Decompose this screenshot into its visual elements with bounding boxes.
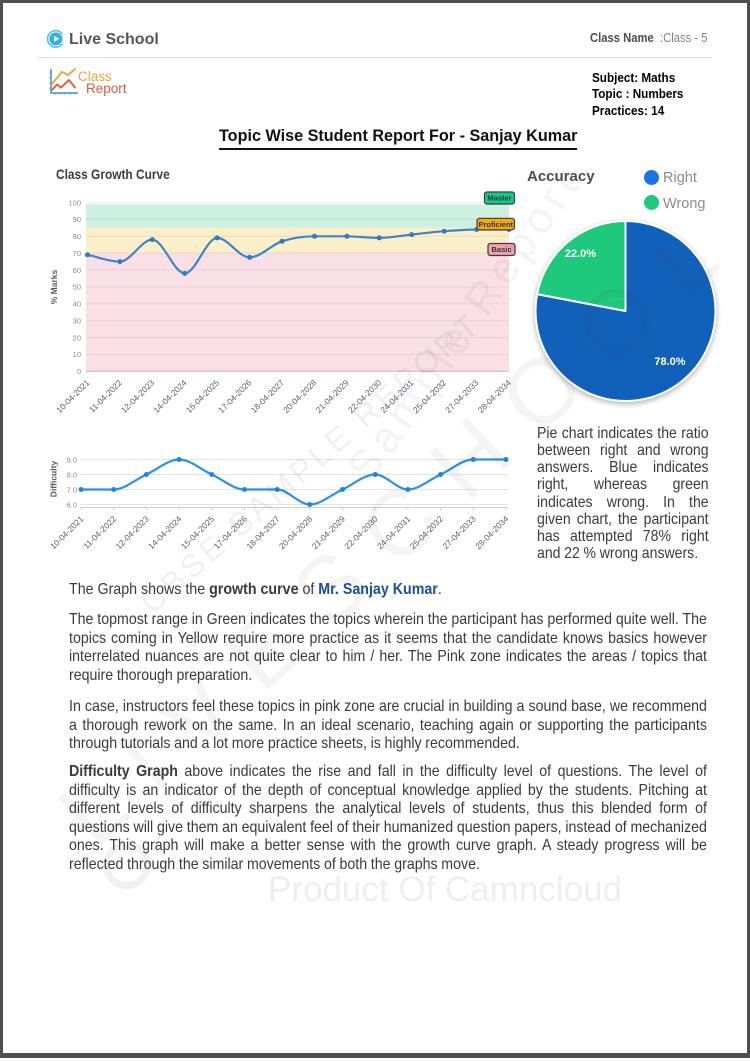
svg-text:12-04-2023: 12-04-2023 <box>119 377 157 415</box>
svg-text:22-04-2030: 22-04-2030 <box>346 377 384 415</box>
svg-text:18-04-2027: 18-04-2027 <box>244 514 282 552</box>
svg-text:10-04-2021: 10-04-2021 <box>48 514 86 552</box>
svg-text:20-04-2028: 20-04-2028 <box>281 377 319 415</box>
svg-text:17-04-2026: 17-04-2026 <box>216 377 254 415</box>
svg-text:100: 100 <box>68 198 81 207</box>
svg-text:25-04-2032: 25-04-2032 <box>411 377 449 415</box>
svg-text:80: 80 <box>73 232 81 241</box>
svg-text:0: 0 <box>77 367 81 376</box>
svg-text:21-04-2029: 21-04-2029 <box>313 377 351 415</box>
svg-text:28-04-2034: 28-04-2034 <box>476 377 514 415</box>
svg-text:27-04-2033: 27-04-2033 <box>443 377 481 415</box>
svg-text:15-04-2025: 15-04-2025 <box>179 514 217 552</box>
svg-text:10-04-2021: 10-04-2021 <box>54 377 92 415</box>
svg-text:20-04-2028: 20-04-2028 <box>277 514 315 552</box>
svg-text:21-04-2029: 21-04-2029 <box>310 514 348 552</box>
svg-text:18-04-2027: 18-04-2027 <box>249 377 287 415</box>
svg-text:20: 20 <box>73 333 81 342</box>
svg-text:7.0: 7.0 <box>67 485 77 494</box>
svg-text:40: 40 <box>73 300 81 309</box>
svg-text:Proficient: Proficient <box>478 220 513 229</box>
svg-text:15-04-2025: 15-04-2025 <box>184 377 222 415</box>
svg-text:9.0: 9.0 <box>67 455 77 464</box>
svg-text:14-04-2024: 14-04-2024 <box>151 377 189 415</box>
svg-text:22.0%: 22.0% <box>565 248 596 260</box>
svg-text:70: 70 <box>73 249 81 258</box>
svg-text:60: 60 <box>73 266 81 275</box>
svg-text:24-04-2031: 24-04-2031 <box>378 377 416 415</box>
svg-text:28-04-2034: 28-04-2034 <box>473 514 511 552</box>
svg-text:6.0: 6.0 <box>67 500 77 509</box>
svg-text:10: 10 <box>73 350 81 359</box>
svg-text:11-04-2022: 11-04-2022 <box>81 514 118 551</box>
svg-text:78.0%: 78.0% <box>654 356 685 368</box>
svg-text:11-04-2022: 11-04-2022 <box>87 377 124 414</box>
svg-text:22-04-2030: 22-04-2030 <box>342 514 380 552</box>
svg-text:24-04-2031: 24-04-2031 <box>375 514 413 552</box>
svg-text:14-04-2024: 14-04-2024 <box>146 514 184 552</box>
svg-text:25-04-2032: 25-04-2032 <box>408 514 446 552</box>
svg-text:30: 30 <box>73 317 81 326</box>
svg-text:8.0: 8.0 <box>67 470 77 479</box>
svg-text:Difficulty: Difficulty <box>49 461 59 498</box>
svg-text:12-04-2023: 12-04-2023 <box>113 514 151 552</box>
svg-text:Basic: Basic <box>491 245 511 254</box>
svg-text:% Marks: % Marks <box>49 269 59 304</box>
svg-text:17-04-2026: 17-04-2026 <box>212 514 250 552</box>
svg-text:90: 90 <box>73 215 81 224</box>
svg-text:Master: Master <box>487 194 511 203</box>
svg-text:50: 50 <box>73 283 81 292</box>
svg-text:27-04-2033: 27-04-2033 <box>440 514 478 552</box>
